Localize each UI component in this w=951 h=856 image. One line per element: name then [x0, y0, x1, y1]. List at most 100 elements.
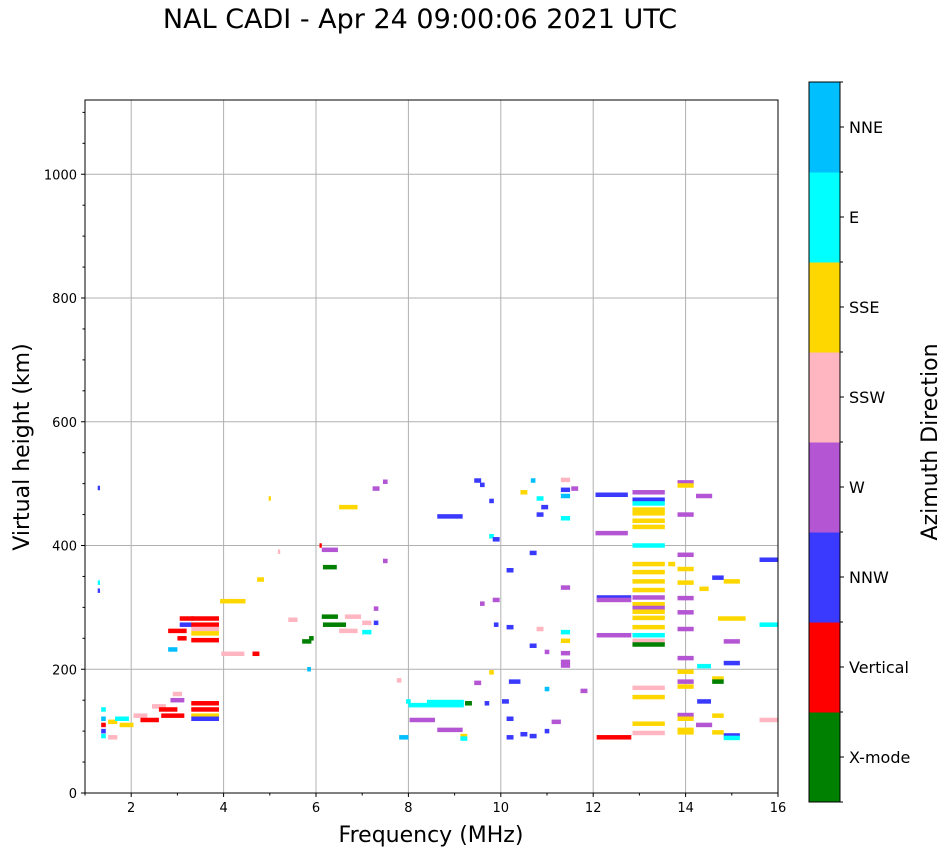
data-point: [677, 727, 694, 733]
data-point: [560, 629, 571, 635]
data-point: [506, 624, 514, 630]
data-point: [595, 530, 628, 536]
data-point: [717, 616, 746, 621]
data-point: [101, 722, 106, 728]
data-point: [501, 699, 509, 704]
data-point: [168, 628, 187, 634]
data-point: [489, 498, 494, 504]
data-point: [677, 684, 694, 689]
data-point: [712, 730, 724, 735]
y-axis: 0 200 400 600 800 1000: [44, 111, 85, 802]
data-point: [632, 730, 665, 736]
data-point: [632, 632, 665, 638]
data-point: [536, 626, 544, 632]
x-tick-label: 12: [585, 801, 602, 816]
chart-title: NAL CADI - Apr 24 09:00:06 2021 UTC: [162, 4, 678, 35]
data-point: [544, 728, 550, 734]
data-point: [437, 727, 463, 733]
data-point: [474, 680, 482, 686]
data-point: [560, 493, 571, 499]
data-point: [632, 609, 665, 614]
colorbar-segment: [809, 172, 840, 263]
data-point: [480, 601, 485, 606]
data-point: [97, 588, 101, 593]
data-point: [339, 628, 358, 634]
data-point: [484, 701, 490, 706]
y-tick-label: 200: [52, 663, 77, 678]
data-point: [177, 636, 187, 641]
colorbar-segment: [809, 712, 840, 803]
colorbar-label: NNW: [849, 568, 889, 587]
data-point: [596, 632, 632, 638]
data-point: [97, 580, 101, 585]
data-point: [632, 685, 665, 691]
data-point: [108, 719, 118, 725]
data-point: [632, 694, 665, 700]
data-point: [506, 716, 514, 721]
data-point: [632, 518, 665, 523]
data-point: [373, 620, 379, 626]
data-point: [632, 638, 665, 644]
data-point: [632, 543, 665, 548]
x-tick-label: 10: [493, 801, 510, 816]
data-point: [677, 566, 694, 572]
data-point: [191, 626, 219, 632]
data-point: [595, 492, 628, 498]
data-point: [508, 679, 521, 684]
data-point: [372, 486, 380, 491]
data-point: [161, 713, 185, 718]
colorbar-segment: [809, 442, 840, 533]
data-point: [362, 629, 372, 635]
y-tick-label: 0: [69, 787, 77, 802]
data-point: [596, 597, 632, 603]
data-point: [480, 482, 485, 488]
data-point: [580, 688, 588, 694]
data-point: [108, 735, 118, 740]
x-tick-label: 8: [404, 801, 412, 816]
data-point: [541, 504, 549, 510]
data-point: [257, 577, 265, 582]
data-point: [382, 479, 388, 485]
data-point: [168, 647, 178, 652]
data-point: [191, 707, 219, 712]
data-point: [101, 733, 106, 739]
data-point: [322, 622, 347, 627]
data-point: [101, 728, 106, 734]
data-point: [551, 719, 561, 725]
colorbar-segment: [809, 82, 840, 173]
data-point: [409, 717, 435, 723]
data-point: [140, 717, 159, 723]
y-tick-label: 600: [52, 416, 77, 431]
data-point: [220, 598, 246, 604]
data-point: [632, 587, 665, 593]
data-point: [723, 735, 740, 741]
data-point: [179, 616, 194, 621]
data-point: [101, 716, 106, 721]
data-point: [677, 483, 694, 488]
y-tick-label: 800: [52, 292, 77, 307]
data-point: [530, 478, 536, 483]
data-point: [536, 512, 544, 517]
data-point: [759, 622, 778, 627]
data-point: [437, 514, 463, 519]
data-point: [712, 575, 724, 580]
colorbar-label: SSE: [849, 298, 879, 317]
data-point: [344, 614, 362, 619]
data-point: [632, 642, 665, 647]
data-point: [695, 722, 713, 728]
data-point: [191, 637, 219, 643]
data-point: [464, 701, 472, 706]
data-point: [560, 663, 571, 668]
x-tick-label: 14: [677, 801, 694, 816]
data-point: [489, 533, 494, 539]
data-point: [119, 722, 134, 728]
y-tick-label: 400: [52, 540, 77, 555]
data-point: [677, 669, 694, 674]
data-point: [632, 490, 665, 495]
data-point: [396, 678, 402, 683]
data-point: [723, 579, 740, 584]
data-point: [677, 512, 694, 517]
data-point: [697, 663, 712, 669]
data-point: [632, 497, 665, 502]
data-point: [133, 713, 148, 718]
